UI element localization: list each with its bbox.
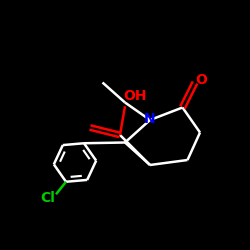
Text: N: N [144, 112, 156, 126]
Text: Cl: Cl [40, 191, 55, 205]
Text: OH: OH [123, 89, 147, 103]
Text: O: O [195, 73, 207, 87]
